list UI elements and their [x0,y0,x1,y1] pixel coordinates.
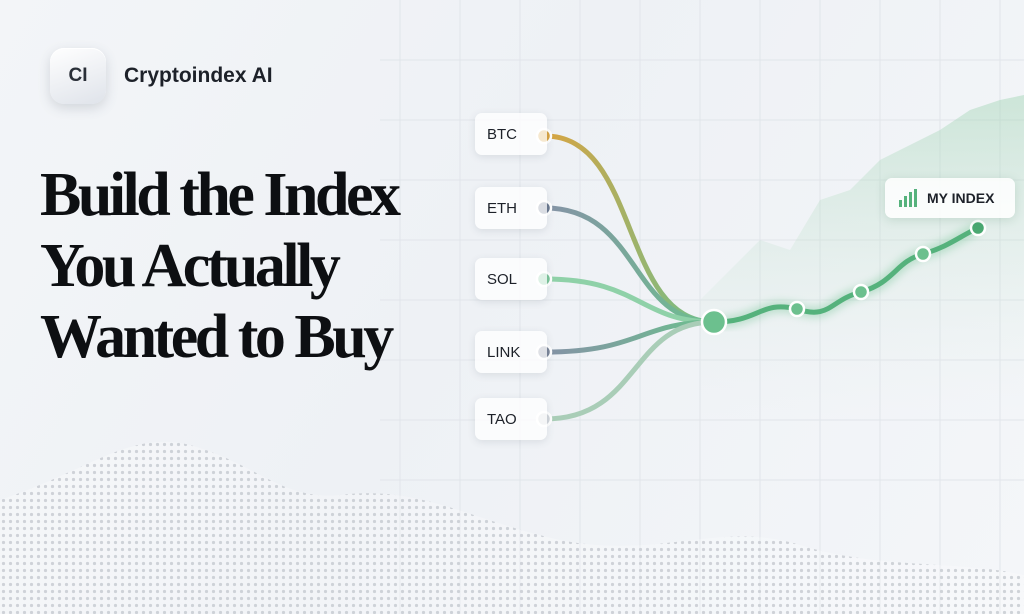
asset-chip: LINK [475,331,547,373]
headline-line: You Actually [40,232,341,300]
headline-line: Build the Index [40,161,401,229]
bars-icon [899,189,917,207]
asset-chip: BTC [475,113,547,155]
asset-chip: TAO [475,398,547,440]
logo-badge: CI [50,48,106,104]
index-label: MY INDEX [927,190,995,206]
index-chip: MY INDEX [885,178,1015,218]
headline: Build the Index You Actually Wanted to B… [40,160,401,373]
dot-wave [0,441,1024,614]
asset-chip: ETH [475,187,547,229]
background-area [700,95,1024,420]
connectors [542,133,717,422]
asset-chip: SOL [475,258,547,300]
headline-line: Wanted to Buy [40,303,394,371]
brand-name: Cryptoindex AI [124,64,273,87]
